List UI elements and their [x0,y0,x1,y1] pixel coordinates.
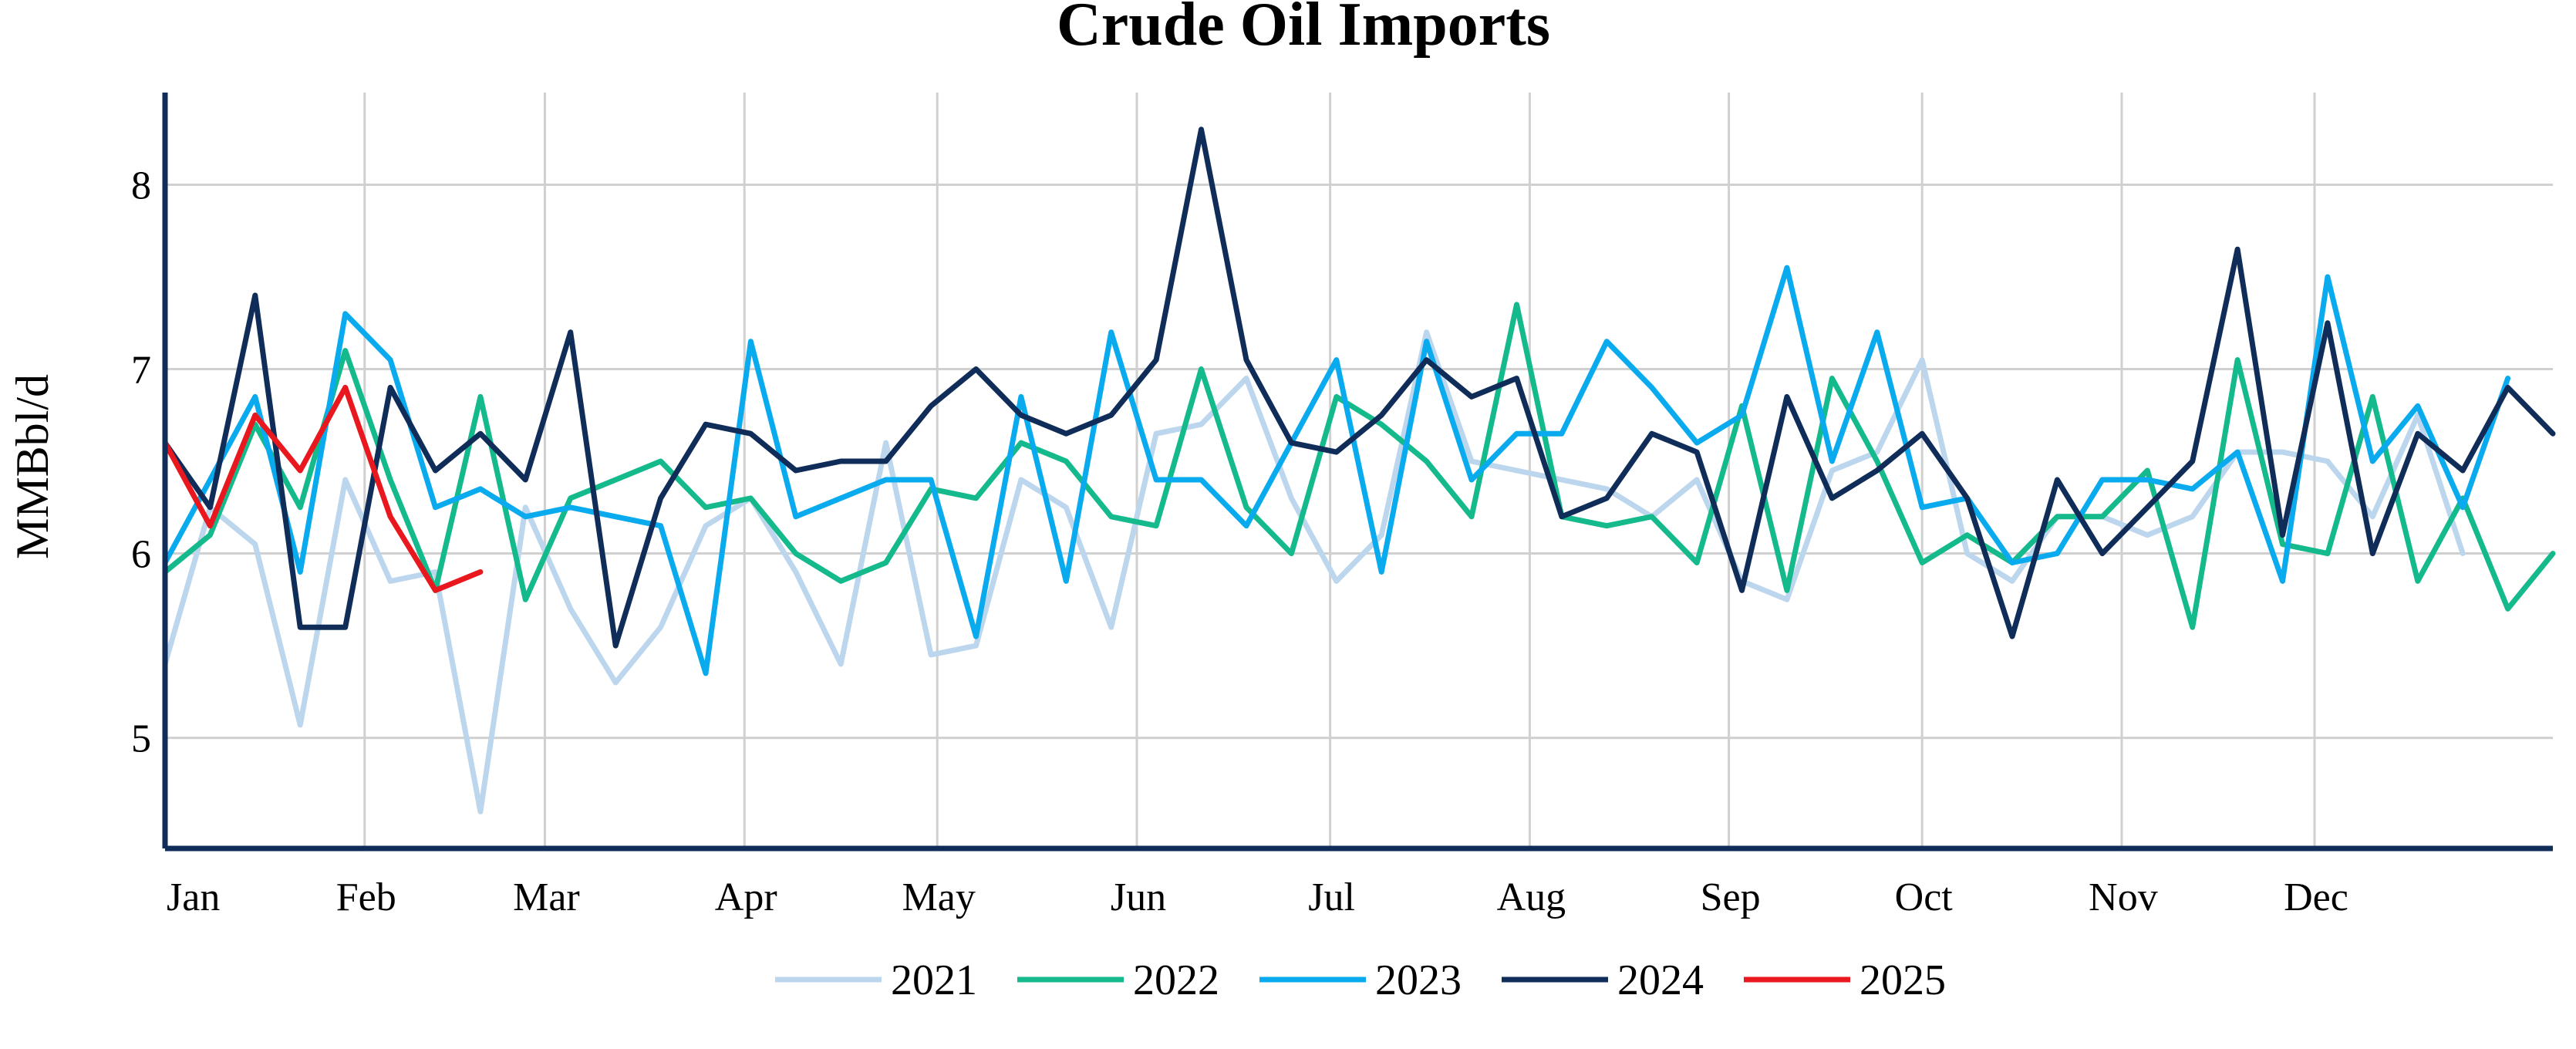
x-tick-label: Jan [167,875,220,919]
series-line-2025 [162,384,484,593]
y-tick-label: 7 [131,349,151,393]
legend-item-2025: 2025 [1744,956,1946,1004]
grid-layer [165,93,2553,848]
x-tick-label: Apr [715,875,777,919]
series-line-2024 [162,126,2556,649]
y-axis-label: MMBbl/d [7,374,58,559]
legend-label: 2024 [1617,956,1704,1004]
y-tick-label: 5 [131,717,151,761]
legend-label: 2023 [1375,956,1462,1004]
x-tick-label: Jul [1308,875,1355,919]
label-layer: Jan Feb Mar Apr May Jun Jul Aug Sep Oct Nov Dec 5 6 7 8 [131,164,2348,919]
legend-label: 2025 [1860,956,1946,1004]
series-line-2023 [162,265,2511,676]
x-tick-label: May [902,875,976,919]
x-tick-label: Mar [513,875,580,919]
x-tick-label: Oct [1895,875,1954,919]
legend-item-2024: 2024 [1502,956,1704,1004]
y-tick-label: 6 [131,533,151,577]
legend-item-2021: 2021 [775,956,977,1004]
legend-item-2022: 2022 [1017,956,1219,1004]
legend: 2021 2022 2023 2024 2025 [775,956,1946,1004]
y-tick-label: 8 [131,164,151,208]
x-tick-label: Sep [1701,875,1761,919]
x-tick-label: Feb [336,875,396,919]
legend-label: 2021 [891,956,977,1004]
x-tick-label: Aug [1497,875,1566,919]
legend-item-2023: 2023 [1259,956,1462,1004]
series-layer [162,126,2556,815]
chart-title: Crude Oil Imports [1057,0,1550,59]
x-tick-label: Dec [2284,875,2348,919]
x-tick-label: Jun [1111,875,1166,919]
x-tick-label: Nov [2089,875,2158,919]
legend-label: 2022 [1133,956,1219,1004]
axis-layer [162,93,2553,852]
